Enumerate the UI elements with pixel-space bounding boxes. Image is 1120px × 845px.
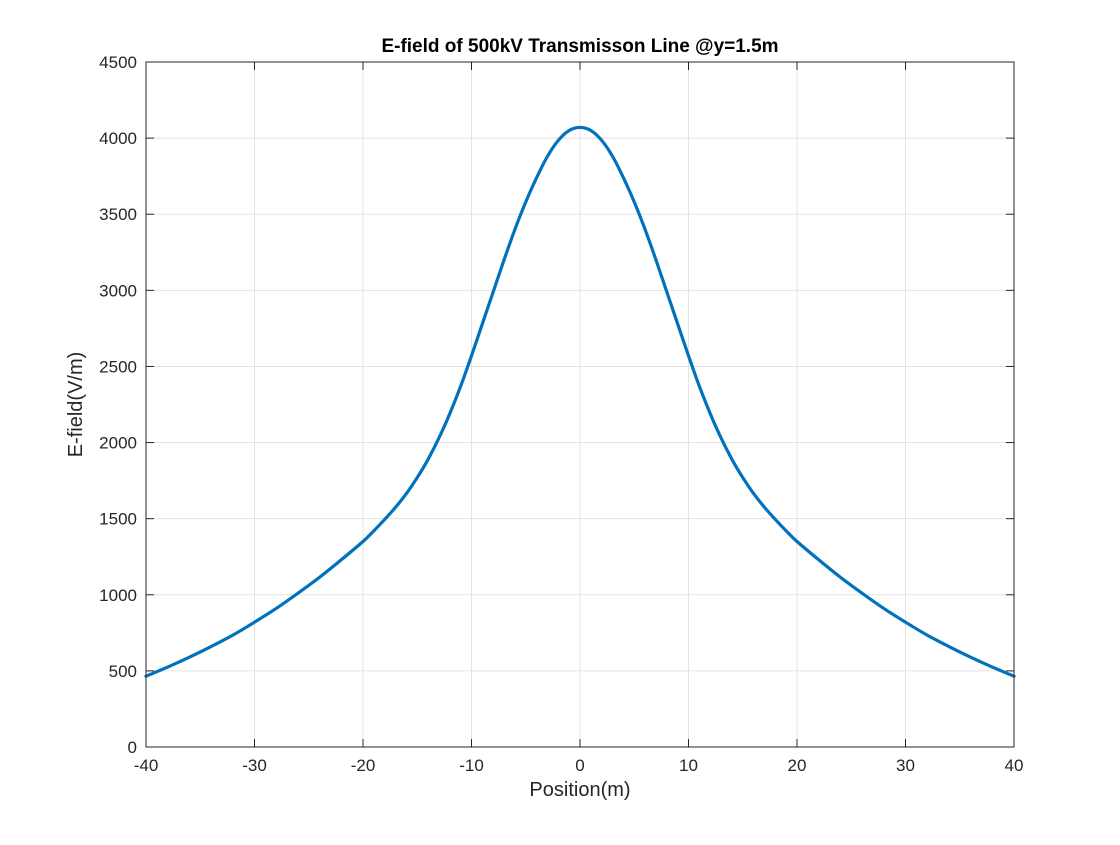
x-tick-label: -10 (459, 756, 484, 775)
y-tick-label: 500 (109, 662, 137, 681)
y-tick-label: 1500 (99, 510, 137, 529)
y-tick-label: 2000 (99, 434, 137, 453)
x-axis-label: Position(m) (529, 779, 630, 801)
y-tick-label: 2500 (99, 357, 137, 376)
y-tick-label: 4500 (99, 53, 137, 72)
y-tick-label: 0 (128, 738, 137, 757)
chart-title: E-field of 500kV Transmisson Line @y=1.5… (381, 36, 778, 57)
y-tick-label: 3000 (99, 281, 137, 300)
x-tick-label: 30 (896, 756, 915, 775)
y-tick-labels: 0 500 1000 1500 2000 2500 3000 3500 4000 4500 (99, 53, 137, 757)
x-tick-label: 20 (788, 756, 807, 775)
x-tick-label: 0 (575, 756, 584, 775)
x-tick-label: 40 (1005, 756, 1024, 775)
x-tick-label: -20 (351, 756, 376, 775)
ticks (145, 61, 1015, 748)
y-tick-label: 4000 (99, 129, 137, 148)
x-tick-label: -40 (134, 756, 159, 775)
series-line-efield (144, 125, 1016, 678)
grid (145, 61, 1015, 748)
x-tick-label: 10 (679, 756, 698, 775)
series-group (144, 125, 1016, 678)
x-tick-label: -30 (242, 756, 267, 775)
y-tick-label: 3500 (99, 205, 137, 224)
y-tick-label: 1000 (99, 586, 137, 605)
y-axis-label: E-field(V/m) (65, 352, 87, 458)
x-tick-labels: -40 -30 -20 -10 0 10 20 30 40 (134, 756, 1024, 775)
